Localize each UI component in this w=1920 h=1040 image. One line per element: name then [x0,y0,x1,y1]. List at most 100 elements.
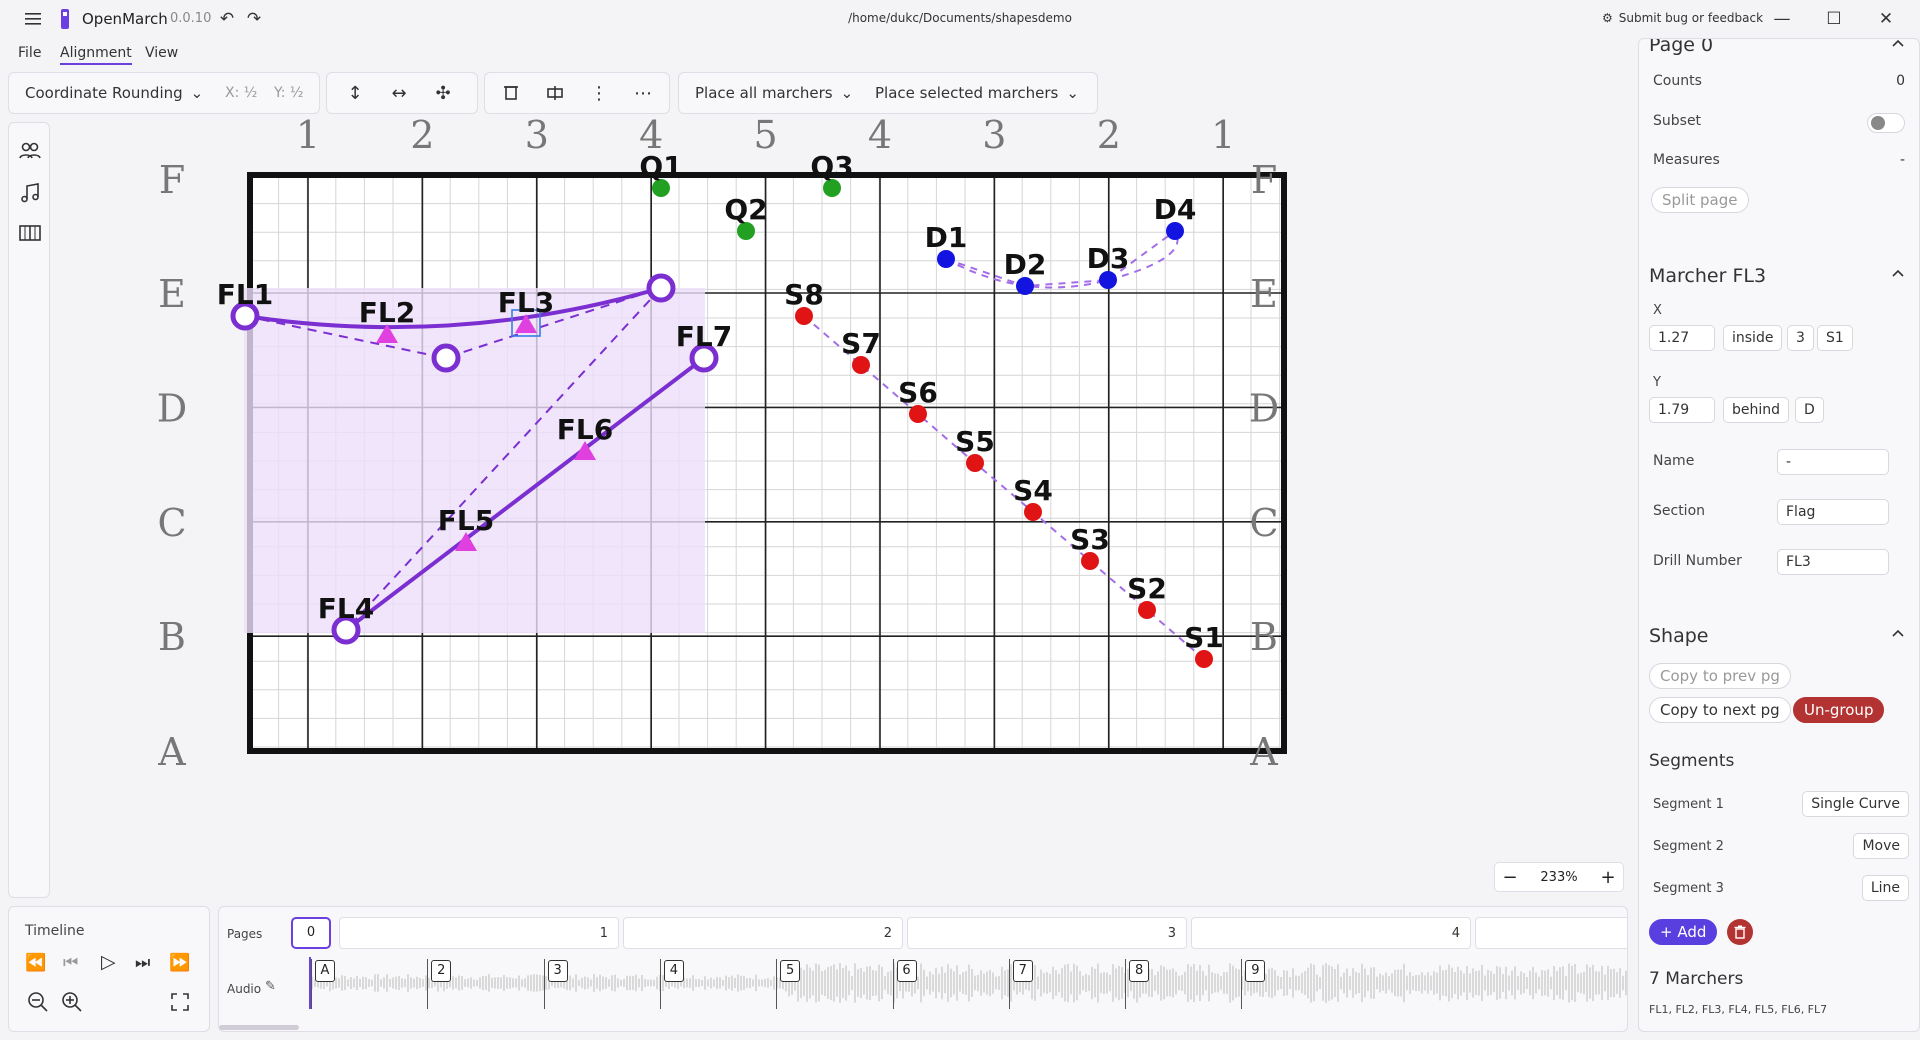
beat-marker[interactable]: 6 [896,960,917,982]
y-coordinate-input[interactable]: 1.79 [1649,397,1715,423]
marcher-fl6[interactable]: FL6 [557,413,613,460]
x-coordinate-input[interactable]: 1.27 [1649,325,1715,351]
align-horizontal-line-icon[interactable] [541,79,569,107]
marcher-fl1[interactable]: FL1 [217,278,273,311]
play-icon[interactable]: ▷ [101,951,116,973]
split-page-button[interactable]: Split page [1651,187,1749,213]
marcher-dot[interactable] [1138,601,1156,619]
marcher-fl5[interactable]: FL5 [438,504,494,551]
page-2-block[interactable]: 2 [623,917,903,949]
x-yardline-select[interactable]: 3 [1787,325,1814,351]
marcher-s5[interactable]: S5 [955,425,995,472]
page-3-block[interactable]: 3 [907,917,1187,949]
marcher-fl2[interactable]: FL2 [359,296,415,343]
menu-file[interactable]: File [18,45,42,61]
marcher-dot[interactable] [966,454,984,472]
segment-3-type[interactable]: Line [1861,875,1909,901]
beat-marker[interactable]: A [315,960,335,982]
page-0-block[interactable]: 0 [291,917,331,949]
maximize-icon[interactable]: ☐ [1826,9,1842,29]
beat-marker[interactable]: 5 [780,960,801,982]
marcher-fl7[interactable]: FL7 [676,320,732,353]
delete-segment-button[interactable] [1727,919,1753,945]
add-segment-button[interactable]: + Add [1649,919,1718,945]
marcher-dot[interactable] [1195,650,1213,668]
beat-marker[interactable]: 9 [1245,960,1266,982]
x-relation-select[interactable]: inside [1723,325,1783,351]
drill-number-input[interactable]: FL3 [1777,549,1889,575]
marcher-s1[interactable]: S1 [1184,621,1224,668]
chevron-up-icon[interactable] [1891,627,1905,641]
audio-waveform[interactable] [309,957,1628,1009]
selection-area[interactable] [244,288,705,633]
chevron-up-icon[interactable] [1891,267,1905,281]
marcher-triangle[interactable] [574,441,596,460]
marcher-dot[interactable] [1081,552,1099,570]
y-rounding-value[interactable]: Y: ½ [274,85,304,101]
menu-view[interactable]: View [145,45,179,61]
marcher-dot[interactable] [1166,222,1184,240]
place-all-marchers-button[interactable]: Place all marchers ⌄ [695,84,853,102]
beat-marker[interactable]: 4 [663,960,684,982]
music-icon[interactable] [18,181,42,205]
zoom-out-icon[interactable] [27,991,49,1013]
beat-marker[interactable]: 2 [431,960,452,982]
marcher-triangle[interactable] [515,314,537,333]
copy-to-next-page-button[interactable]: Copy to next pg [1649,697,1791,723]
chevron-up-icon[interactable] [1891,38,1905,51]
next-page-icon[interactable]: ⏭ [135,953,151,973]
marcher-dot[interactable] [1016,277,1034,295]
marcher-d4[interactable]: D4 [1154,193,1197,240]
fullscreen-icon[interactable] [171,993,189,1011]
dots-horizontal-icon[interactable]: ⋯ [634,82,652,104]
marcher-dot[interactable] [652,179,670,197]
previous-page-icon[interactable]: ⏮ [63,953,79,973]
marcher-triangle[interactable] [455,532,477,551]
marcher-fl3[interactable]: FL3 [498,286,554,337]
align-vertical-line-icon[interactable] [497,79,525,107]
beat-marker[interactable]: 8 [1129,960,1150,982]
marcher-d2[interactable]: D2 [1004,248,1047,295]
zoom-out-button[interactable]: − [1502,866,1518,888]
marcher-q3[interactable]: Q3 [810,150,854,197]
marchers-icon[interactable] [18,139,42,163]
redo-icon[interactable]: ↷ [246,9,262,29]
subset-toggle[interactable] [1867,113,1905,133]
page-5-block[interactable] [1475,917,1627,949]
marcher-q2[interactable]: Q2 [724,193,768,240]
edit-audio-icon[interactable]: ✎ [265,979,276,994]
marcher-s3[interactable]: S3 [1070,523,1110,570]
x-rounding-value[interactable]: X: ½ [225,85,258,101]
ungroup-button[interactable]: Un-group [1793,697,1885,723]
rewind-icon[interactable]: ⏪ [25,953,47,973]
marcher-s2[interactable]: S2 [1127,572,1167,619]
marcher-s6[interactable]: S6 [898,376,938,423]
distribute-horizontal-icon[interactable]: ↔ [391,82,407,104]
y-relation-select[interactable]: behind [1723,397,1790,423]
shape-control-point[interactable] [431,343,461,373]
align-center-icon[interactable]: ✣ [435,82,451,104]
marcher-s8[interactable]: S8 [784,278,824,325]
marcher-dot[interactable] [937,250,955,268]
hamburger-menu-icon[interactable] [22,8,44,30]
section-input[interactable]: Flag [1777,499,1889,525]
x-side-select[interactable]: S1 [1817,325,1853,351]
shape-control-point[interactable] [331,615,361,645]
shape-control-point[interactable] [646,273,676,303]
marcher-dot[interactable] [909,405,927,423]
marcher-triangle[interactable] [376,324,398,343]
distribute-vertical-icon[interactable]: ↕ [347,82,363,104]
menu-alignment[interactable]: Alignment [60,45,132,65]
marcher-dot[interactable] [1024,503,1042,521]
close-icon[interactable]: ✕ [1878,9,1894,29]
counts-value[interactable]: 0 [1896,73,1905,89]
dots-vertical-icon[interactable]: ⋮ [590,82,608,104]
marcher-s7[interactable]: S7 [841,327,881,374]
marcher-dot[interactable] [795,307,813,325]
field-icon[interactable] [18,221,42,245]
page-4-block[interactable]: 4 [1191,917,1471,949]
zoom-in-button[interactable]: + [1600,866,1616,888]
zoom-in-icon[interactable] [61,991,83,1013]
place-selected-marchers-button[interactable]: Place selected marchers ⌄ [875,84,1079,102]
